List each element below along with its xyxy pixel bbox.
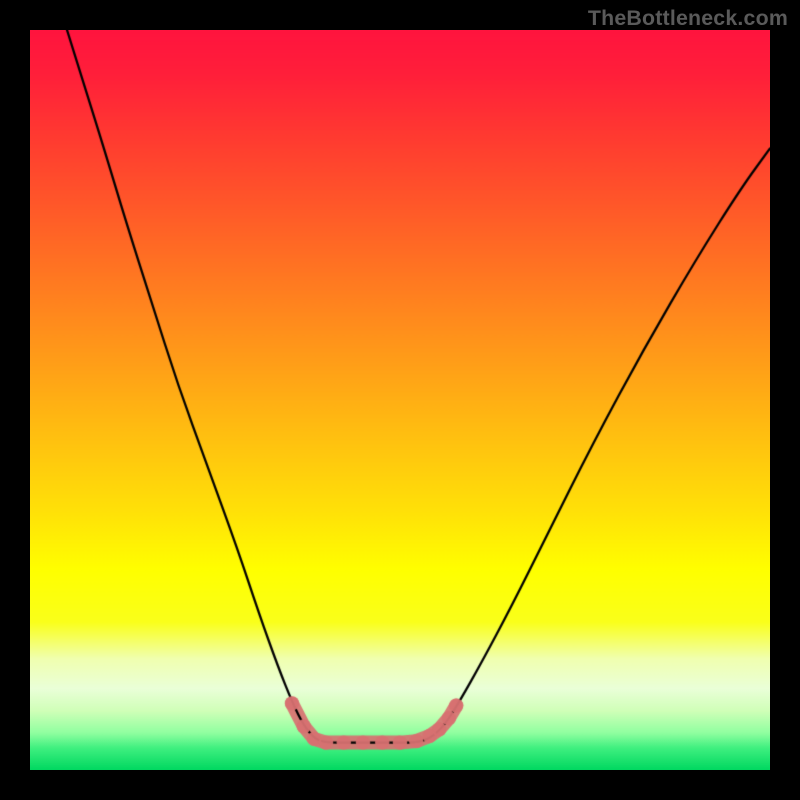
plot-area [30,30,770,770]
chart-frame: TheBottleneck.com [0,0,800,800]
watermark-text: TheBottleneck.com [588,6,788,31]
bottleneck-curve [30,30,770,770]
